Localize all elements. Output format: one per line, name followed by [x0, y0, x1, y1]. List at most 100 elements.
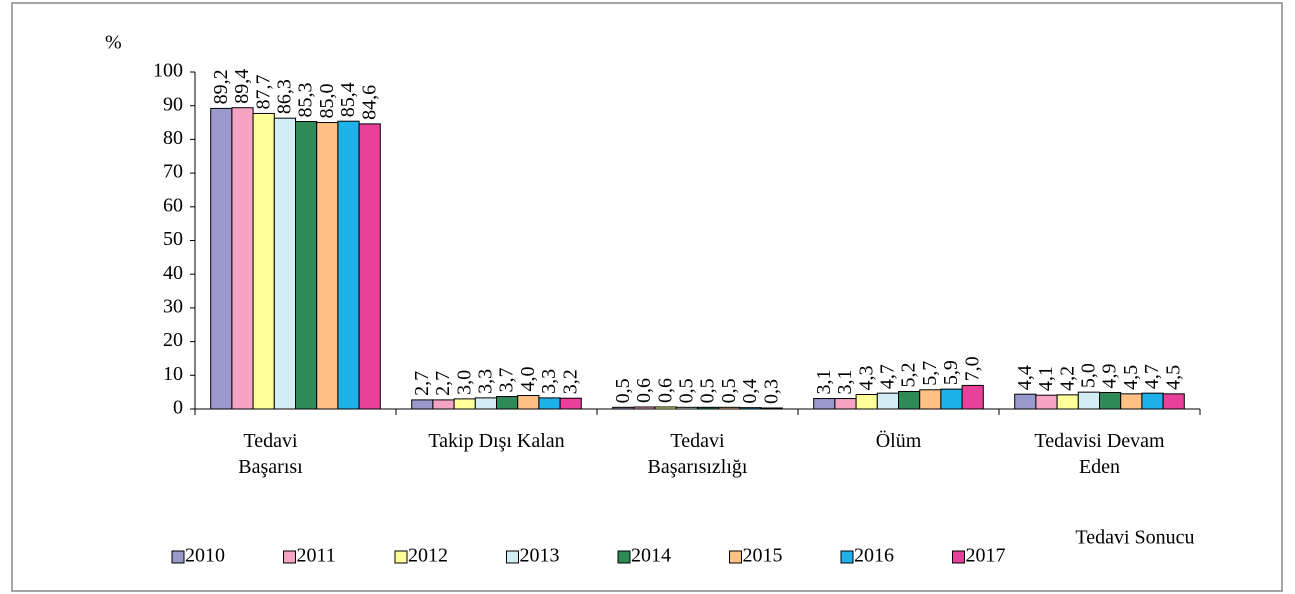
legend-label: 2011	[297, 545, 336, 567]
data-label: 3,3	[538, 369, 560, 394]
bar	[813, 398, 836, 410]
legend-swatch	[171, 550, 185, 564]
bar	[559, 397, 582, 410]
bar	[538, 397, 561, 410]
bar	[316, 122, 339, 410]
data-label: 0,6	[633, 378, 655, 403]
data-label: 3,1	[813, 370, 835, 395]
legend-swatch	[394, 550, 408, 564]
x-tick-label: Ölüm	[875, 430, 922, 452]
data-label: 5,2	[898, 362, 920, 387]
data-label: 4,5	[1162, 365, 1184, 390]
data-label: 5,7	[919, 361, 941, 386]
x-tick-label: Tedavisi Devam Eden	[1034, 430, 1165, 478]
data-label: 3,2	[559, 369, 581, 394]
y-tick-label: 20	[163, 329, 183, 351]
data-label: 89,2	[210, 69, 232, 104]
bar	[1162, 393, 1185, 410]
data-label: 3,7	[496, 368, 518, 393]
bar	[1035, 394, 1058, 410]
data-label: 5,0	[1077, 363, 1099, 388]
y-tick-label: 30	[163, 295, 183, 317]
bar	[273, 117, 296, 410]
bar	[834, 398, 857, 410]
data-label: 2,7	[411, 371, 433, 396]
y-tick-label: 10	[163, 363, 183, 385]
data-label: 87,7	[252, 74, 274, 109]
legend-swatch	[952, 550, 965, 564]
bar	[1056, 394, 1079, 410]
y-tick-label: 0	[173, 397, 183, 419]
data-label: 89,4	[231, 69, 253, 104]
legend-label: 2013	[520, 545, 560, 567]
data-label: 85,0	[316, 84, 338, 119]
x-axis-label: Tedavi Sonucu	[1075, 527, 1194, 549]
data-label: 0,5	[718, 378, 740, 403]
legend-label: 2012	[408, 545, 448, 567]
bar	[718, 406, 741, 410]
legend-swatch	[506, 550, 519, 564]
data-label: 0,3	[760, 379, 782, 404]
bar	[940, 388, 963, 410]
legend-swatch	[283, 550, 296, 564]
bar	[1099, 391, 1122, 410]
bar	[1014, 393, 1037, 410]
legend-swatch	[729, 550, 742, 564]
data-label: 5,9	[940, 360, 962, 385]
data-label: 3,0	[453, 370, 475, 395]
bar	[231, 107, 254, 410]
data-label: 2,7	[432, 371, 454, 396]
x-tick-label: Takip Dışı Kalan	[428, 430, 565, 452]
data-label: 4,7	[876, 364, 898, 389]
data-label: 4,0	[517, 367, 539, 392]
data-label: 4,3	[855, 366, 877, 391]
x-tick-label: Tedavi Başarısı	[238, 430, 303, 478]
bar	[760, 407, 783, 410]
legend-label: 2017	[966, 545, 1006, 567]
data-label: 86,3	[273, 79, 295, 114]
bar	[337, 120, 360, 410]
data-label: 4,5	[1120, 365, 1142, 390]
data-label: 4,1	[1035, 366, 1057, 391]
y-tick-label: 70	[163, 161, 183, 183]
bar	[474, 397, 497, 410]
bar	[252, 112, 275, 410]
bar	[1077, 391, 1101, 410]
bar	[210, 107, 233, 410]
y-tick-label: 40	[163, 262, 183, 284]
bar	[411, 399, 434, 410]
y-tick-label: 60	[163, 194, 183, 216]
data-label: 4,4	[1014, 365, 1036, 390]
y-tick-label: 80	[163, 127, 183, 149]
y-tick-label: 50	[163, 228, 183, 250]
data-label: 0,5	[697, 378, 719, 403]
legend-label: 2016	[854, 545, 894, 567]
bar	[358, 123, 381, 410]
legend-swatch	[840, 550, 854, 564]
data-label: 3,3	[474, 369, 496, 394]
bar	[633, 406, 656, 410]
y-tick-label: 90	[163, 93, 183, 115]
bar	[517, 395, 540, 410]
bar	[961, 384, 984, 410]
y-axis-label: %	[105, 32, 122, 54]
bar	[898, 390, 921, 410]
frame	[11, 2, 1283, 592]
bar	[919, 389, 942, 410]
bar	[675, 406, 698, 410]
data-label: 0,4	[739, 379, 761, 404]
bar	[697, 406, 720, 410]
data-label: 85,4	[337, 82, 359, 117]
bar	[612, 406, 635, 410]
bar	[654, 406, 677, 410]
data-label: 0,5	[675, 378, 697, 403]
legend-label: 2014	[631, 545, 671, 567]
data-label: 7,0	[961, 356, 983, 381]
bar	[876, 392, 899, 410]
legend-label: 2010	[185, 545, 225, 567]
bar	[295, 121, 318, 410]
data-label: 4,2	[1056, 366, 1078, 391]
bar	[1120, 393, 1143, 410]
data-label: 3,1	[834, 370, 856, 395]
